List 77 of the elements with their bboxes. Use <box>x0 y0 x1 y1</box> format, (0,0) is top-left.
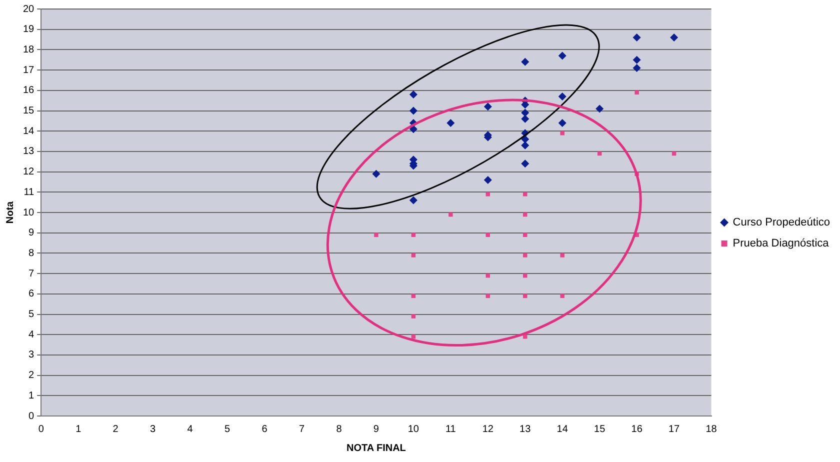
y-tick-label: 9 <box>28 228 35 239</box>
y-tick-label: 7 <box>28 268 35 280</box>
point <box>560 294 564 298</box>
x-tick-label: 3 <box>150 424 156 435</box>
y-tick-label: 20 <box>23 4 35 15</box>
y-tick-label: 19 <box>23 24 35 36</box>
x-axis-title: NOTA FINAL <box>346 442 406 454</box>
y-tick-label: 12 <box>23 166 35 178</box>
x-tick-label: 2 <box>112 424 119 435</box>
x-tick-label: 1 <box>76 424 82 435</box>
y-tick-label: 6 <box>28 288 35 300</box>
point <box>484 102 492 111</box>
y-tick-label: 3 <box>28 350 35 361</box>
point <box>374 232 378 238</box>
x-tick-label: 14 <box>556 424 568 435</box>
x-tick-label: 17 <box>668 424 680 435</box>
point <box>521 58 530 66</box>
point <box>409 90 418 98</box>
x-tick-label: 13 <box>520 424 532 435</box>
x-tick-label: 18 <box>706 424 718 435</box>
y-tick-label: 16 <box>23 85 35 96</box>
point <box>484 176 492 184</box>
point <box>411 253 416 258</box>
point <box>521 108 530 117</box>
point <box>558 52 566 60</box>
y-tick-label: 2 <box>28 370 35 382</box>
x-tick-label: 16 <box>631 424 643 435</box>
point <box>448 212 453 217</box>
point <box>523 192 528 196</box>
point <box>634 90 639 95</box>
x-tick-label: 4 <box>187 424 194 435</box>
point <box>523 253 528 258</box>
x-tick-label: 12 <box>482 424 494 435</box>
point <box>632 56 641 64</box>
point <box>411 334 416 339</box>
point <box>372 170 380 178</box>
y-tick-label: 15 <box>23 106 35 116</box>
y-tick-label: 4 <box>28 329 35 340</box>
x-tick-label: 7 <box>298 424 305 435</box>
point <box>632 33 641 42</box>
y-tick-label: 1 <box>28 390 35 402</box>
x-tick-label: 9 <box>373 424 380 435</box>
y-tick-label: 8 <box>28 248 35 259</box>
point <box>521 114 530 123</box>
y-tick-label: 18 <box>23 44 35 56</box>
y-tick-label: 13 <box>23 146 35 158</box>
x-tick-label: 6 <box>262 424 268 435</box>
y-tick-label: 17 <box>23 64 35 76</box>
legend-label: Prueba Diagnóstica <box>732 238 830 250</box>
point <box>521 141 530 150</box>
point <box>409 196 418 204</box>
y-axis-title: Nota <box>4 200 16 224</box>
y-tick-label: 5 <box>28 309 35 320</box>
point <box>632 64 641 72</box>
point <box>409 106 418 115</box>
x-tick-label: 8 <box>336 424 342 435</box>
point <box>521 160 530 168</box>
point <box>596 104 604 113</box>
point <box>486 192 490 196</box>
point <box>558 118 566 127</box>
x-tick-label: 11 <box>445 424 456 435</box>
x-tick-label: 15 <box>594 424 606 435</box>
point <box>523 334 528 339</box>
point <box>560 253 564 258</box>
y-tick-label: 11 <box>24 186 35 198</box>
y-tick-label: 14 <box>23 126 35 137</box>
x-tick-label: 0 <box>38 424 44 435</box>
point <box>446 118 455 127</box>
legend-label: Curso Propedeútico <box>732 216 830 229</box>
point <box>558 92 566 101</box>
y-tick-label: 10 <box>23 207 35 218</box>
point <box>560 131 564 136</box>
x-tick-label: 10 <box>408 424 420 435</box>
point <box>411 314 416 318</box>
point <box>670 33 678 42</box>
y-tick-label: 0 <box>28 410 35 422</box>
x-tick-label: 5 <box>224 424 230 435</box>
